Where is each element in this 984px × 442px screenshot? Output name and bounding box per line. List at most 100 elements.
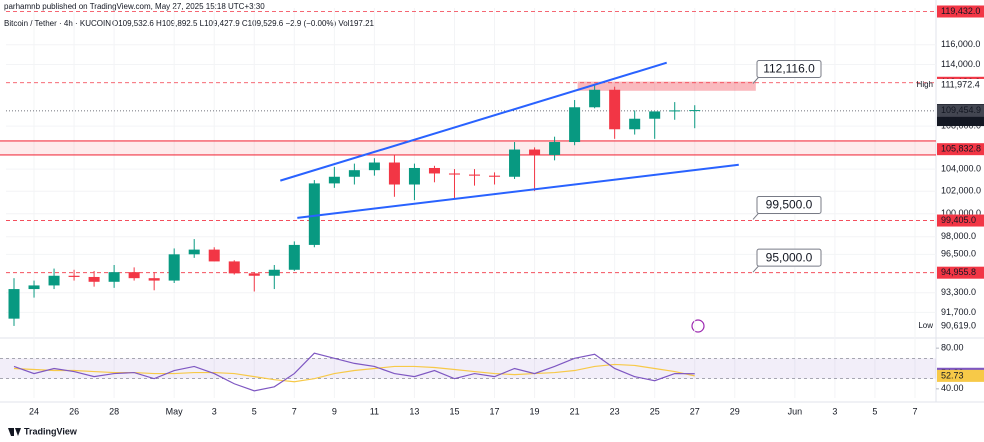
x-tick-label: 9	[332, 406, 337, 416]
candle-body	[328, 176, 340, 184]
callout-label: 95,000.0	[766, 250, 813, 264]
x-tick-label: 17	[490, 406, 500, 416]
price-badge-tag: High	[917, 80, 933, 89]
candle-body	[489, 175, 501, 177]
candle-body	[609, 89, 621, 130]
price-badge-label: 94,955.8	[941, 267, 976, 277]
candle-body	[549, 142, 561, 155]
callout-label: 99,500.0	[766, 198, 813, 212]
candle-body	[128, 272, 140, 279]
price-badge-label: 111,972.4	[941, 79, 980, 89]
x-tick-label: 25	[650, 406, 660, 416]
price-badge-label: 109,454.9	[941, 105, 981, 115]
y-tick-label: 114,000.0	[941, 59, 980, 69]
rsi-tick-label: 40.00	[941, 383, 964, 393]
candle-body	[629, 118, 641, 130]
x-tick-label: 3	[212, 406, 217, 416]
x-tick-label: 24	[29, 406, 39, 416]
candle-body	[228, 261, 240, 274]
price-badge	[937, 266, 984, 279]
y-tick-label: 102,000.0	[941, 186, 981, 196]
candle-body	[248, 273, 260, 276]
x-tick-label: 19	[530, 406, 540, 416]
x-tick-label: May	[166, 406, 184, 416]
zone	[577, 81, 756, 91]
x-tick-label: 7	[292, 406, 297, 416]
x-tick-label: 29	[730, 406, 740, 416]
x-tick-label: 11	[370, 406, 379, 416]
price-badge-label: 90,619.0	[941, 320, 976, 330]
event-icon[interactable]	[691, 319, 705, 333]
candle-body	[8, 289, 20, 319]
x-tick-label: Jun	[788, 406, 803, 416]
brand-logo	[8, 428, 21, 436]
candle-body	[188, 249, 200, 255]
candle-body	[48, 275, 60, 286]
price-badge	[937, 104, 984, 117]
price-badge	[937, 214, 984, 227]
candle-body	[148, 278, 160, 281]
symbol-title: Bitcoin / Tether · 4h · KUCOIN	[4, 19, 111, 28]
price-badge-sub: 11:17	[941, 114, 963, 124]
x-tick-label: 26	[69, 406, 79, 416]
x-tick-label: 27	[690, 406, 700, 416]
price-badge	[937, 78, 984, 91]
y-tick-label: 100,000.0	[941, 208, 981, 218]
candle-body	[28, 285, 40, 290]
candle-body	[569, 107, 581, 143]
x-tick-label: 5	[872, 406, 877, 416]
publisher: parhamnb published on TradingView.com, M…	[4, 2, 265, 11]
x-tick-label: 21	[570, 406, 580, 416]
y-tick-label: 93,300.0	[941, 287, 976, 297]
candle-body	[388, 162, 400, 185]
candle-body	[108, 272, 120, 282]
rsi-ma-badge	[937, 369, 984, 382]
candle-body	[68, 275, 80, 277]
x-tick-label: 28	[109, 406, 119, 416]
x-tick-label: 3	[832, 406, 837, 416]
price-badge	[937, 319, 984, 332]
x-tick-label: 15	[449, 406, 459, 416]
trend-line	[297, 163, 739, 219]
y-tick-label: 116,000.0	[941, 39, 980, 49]
price-badge-label: 119,432.0	[941, 6, 980, 16]
callout-label: 112,116.0	[763, 62, 815, 76]
candle-body	[428, 167, 440, 174]
ohlc-legend: O109,532.6 H109,892.5 L109,427.9 C109,52…	[112, 19, 375, 28]
zone	[0, 140, 936, 155]
candle-body	[268, 269, 280, 276]
candle-body	[669, 110, 681, 112]
y-tick-label: 96,500.0	[941, 249, 976, 259]
candle-body	[308, 183, 320, 245]
callout-box	[756, 248, 822, 267]
price-badge	[937, 143, 984, 156]
candle-body	[589, 89, 601, 108]
candle-body	[348, 170, 360, 177]
candle-body	[288, 244, 300, 270]
y-tick-label: 98,000.0	[941, 231, 976, 241]
x-tick-label: 13	[409, 406, 419, 416]
rsi-tick-label: 80.00	[941, 343, 964, 353]
price-badge-tag: Low	[918, 321, 933, 330]
rsi-ma-badge-label: 52.73	[941, 370, 964, 380]
candle-body	[408, 167, 420, 185]
x-tick-label: 7	[912, 406, 917, 416]
price-badge-label: 105,832.8	[941, 144, 981, 154]
callout-box	[756, 59, 822, 78]
candle-body	[88, 276, 100, 282]
y-tick-label: 91,700.0	[941, 307, 976, 317]
candle-body	[649, 111, 661, 119]
callout-box	[756, 195, 822, 214]
price-badge	[937, 5, 984, 18]
x-tick-label: 23	[610, 406, 620, 416]
brand-name: TradingView	[24, 426, 78, 436]
candle-body	[509, 149, 521, 177]
candle-body	[468, 174, 481, 176]
candle-body	[208, 249, 220, 262]
price-badge-label: 99,405.0	[941, 215, 976, 225]
trend-line	[280, 61, 668, 182]
candle-body	[529, 149, 541, 155]
candle-body	[689, 110, 701, 112]
